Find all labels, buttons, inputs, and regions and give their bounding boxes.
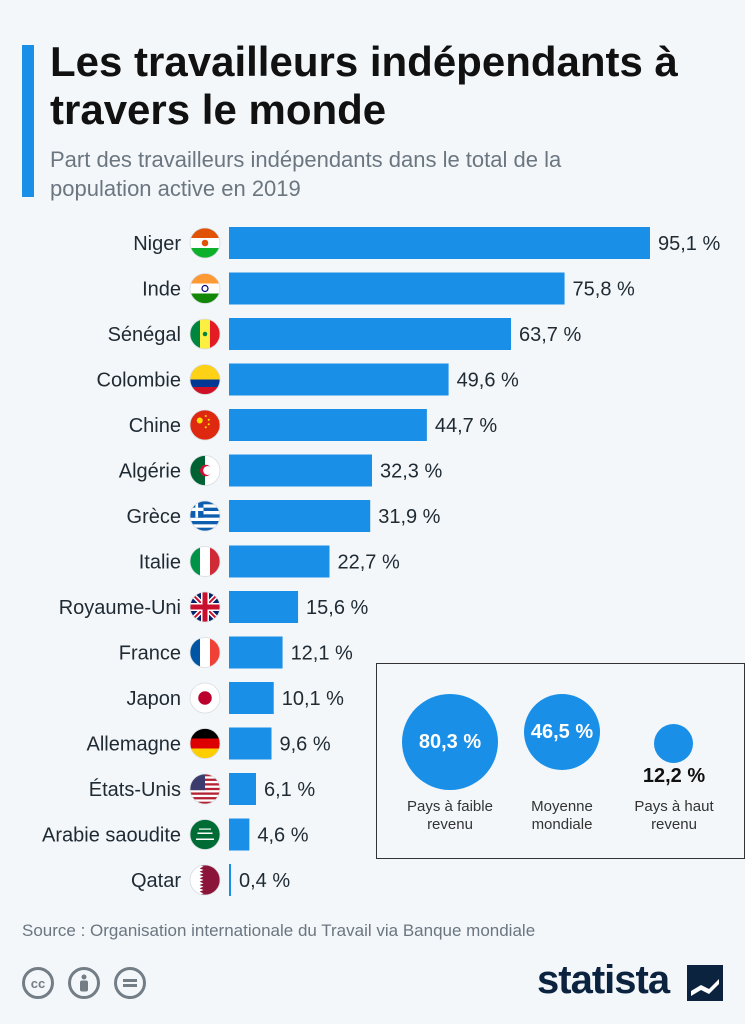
china-flag-icon	[189, 409, 221, 441]
value-label: 31,9 %	[378, 506, 440, 528]
bar	[229, 773, 257, 805]
bar-row: Inde 75,8 %	[142, 272, 635, 305]
bar	[229, 727, 272, 760]
source-note: Source : Organisation internationale du …	[22, 921, 536, 940]
bar-row: Algérie 32,3 %	[119, 454, 442, 487]
category-label: Chine	[129, 415, 181, 437]
value-label: 95,1 %	[658, 233, 720, 255]
bar-row: Italie 22,7 %	[139, 545, 400, 578]
bar-row: Niger 95,1 %	[133, 227, 720, 259]
bar-row: Japon 10,1 %	[127, 682, 344, 714]
algeria-flag-icon	[189, 455, 221, 486]
bar-row: États-Unis 6,1 %	[89, 773, 315, 805]
value-label: 22,7 %	[337, 552, 399, 574]
category-label: Inde	[142, 279, 181, 301]
senegal-flag-icon	[189, 318, 221, 350]
chart-title: Les travailleurs indépendants à travers …	[50, 38, 678, 133]
bar-row: Sénégal 63,7 %	[108, 318, 581, 350]
bar	[229, 409, 427, 441]
value-label: 10,1 %	[282, 688, 344, 710]
person-glyph	[80, 974, 88, 992]
germany-flag-icon	[189, 728, 221, 759]
bar-row: Qatar 0,4 %	[131, 864, 290, 896]
bar-row: Royaume-Uni 15,6 %	[59, 591, 369, 623]
category-label: Sénégal	[108, 324, 181, 346]
value-label: 6,1 %	[264, 779, 315, 801]
bar	[229, 545, 330, 578]
category-label: Royaume-Uni	[59, 597, 181, 619]
india-flag-icon	[189, 273, 221, 304]
world-average-circle: 46,5 %	[524, 694, 600, 770]
bar-row: France 12,1 %	[119, 636, 353, 669]
uk-flag-icon	[189, 591, 221, 623]
category-label: France	[119, 643, 181, 665]
title-accent-bar	[22, 45, 34, 197]
value-label: 9,6 %	[279, 734, 330, 756]
qatar-flag-icon	[189, 864, 221, 896]
bar	[229, 227, 650, 259]
cc-icon-text: cc	[30, 975, 46, 991]
bar-chart: Niger 95,1 %Inde 75,8 %Sénégal 63,7 %Colomb…	[42, 227, 720, 896]
chart-subtitle: Part des travailleurs indépendants dans …	[50, 147, 562, 201]
bar	[229, 500, 371, 532]
france-flag-icon	[189, 637, 221, 668]
high-income-caption: Pays à haut revenu	[634, 798, 714, 833]
category-label: Colombie	[97, 370, 181, 392]
bar-row: Colombie 49,6 %	[97, 363, 519, 396]
category-label: Italie	[139, 552, 181, 574]
value-label: 15,6 %	[306, 597, 368, 619]
bar-row: Grèce 31,9 %	[127, 500, 441, 532]
bar-row: Arabie saoudite 4,6 %	[42, 818, 309, 851]
bar	[229, 272, 565, 305]
bar	[229, 818, 250, 851]
value-label: 75,8 %	[573, 279, 635, 301]
niger-flag-icon	[189, 227, 221, 259]
category-label: Niger	[133, 233, 181, 255]
statista-logo[interactable]: statista	[537, 958, 670, 1002]
attribution-icon[interactable]	[68, 967, 100, 999]
bar	[229, 591, 299, 623]
bar-row: Chine 44,7 %	[129, 409, 497, 441]
value-label: 49,6 %	[457, 370, 519, 392]
bar	[229, 363, 449, 396]
bar	[229, 682, 274, 714]
world-average-caption: Moyenne mondiale	[531, 798, 593, 833]
income-summary-panel: 80,3 % 46,5 % 12,2 % Pays à faible reven…	[376, 663, 745, 859]
low-income-circle: 80,3 %	[402, 694, 498, 790]
category-label: États-Unis	[89, 778, 181, 801]
value-label: 63,7 %	[519, 324, 581, 346]
japan-flag-icon	[189, 682, 221, 714]
category-label: Japon	[127, 688, 182, 710]
bar	[229, 864, 231, 896]
cc-icon[interactable]: cc	[22, 967, 54, 999]
bar	[229, 454, 372, 487]
category-label: Grèce	[127, 506, 181, 528]
value-label: 12,1 %	[291, 643, 353, 665]
colombia-flag-icon	[189, 364, 221, 395]
no-derivatives-icon[interactable]	[114, 967, 146, 999]
greece-flag-icon	[189, 500, 221, 532]
category-label: Qatar	[131, 870, 181, 892]
bar	[229, 318, 511, 350]
value-label: 44,7 %	[435, 415, 497, 437]
category-label: Algérie	[119, 461, 181, 483]
high-income-value: 12,2 %	[642, 765, 706, 787]
high-income-circle	[654, 724, 693, 763]
category-label: Arabie saoudite	[42, 825, 181, 847]
statista-logo-mark	[687, 965, 723, 1001]
category-label: Allemagne	[86, 734, 181, 756]
value-label: 0,4 %	[239, 870, 290, 892]
bar	[229, 636, 283, 669]
value-label: 4,6 %	[257, 825, 308, 847]
usa-flag-icon	[189, 773, 221, 805]
bar-row: Allemagne 9,6 %	[86, 727, 331, 760]
low-income-caption: Pays à faible revenu	[407, 798, 493, 833]
low-income-value: 80,3 %	[418, 730, 482, 753]
equals-glyph	[123, 979, 137, 987]
italy-flag-icon	[189, 546, 221, 577]
saudi-arabia-flag-icon	[189, 819, 221, 850]
value-label: 32,3 %	[380, 461, 442, 483]
world-average-value: 46,5 %	[530, 720, 594, 743]
